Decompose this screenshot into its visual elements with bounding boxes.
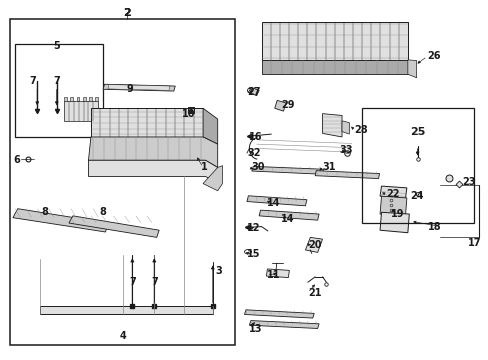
Bar bbox=[91, 108, 203, 137]
Bar bbox=[361, 108, 473, 223]
Bar bbox=[64, 101, 98, 121]
Polygon shape bbox=[261, 60, 407, 74]
Text: 23: 23 bbox=[462, 177, 475, 187]
Polygon shape bbox=[244, 310, 314, 318]
Polygon shape bbox=[88, 137, 217, 167]
Polygon shape bbox=[305, 237, 322, 252]
Text: 4: 4 bbox=[119, 331, 126, 341]
Polygon shape bbox=[203, 108, 217, 144]
Bar bbox=[10, 19, 234, 345]
Bar bbox=[95, 97, 98, 101]
Text: 19: 19 bbox=[390, 209, 404, 219]
Text: 13: 13 bbox=[249, 324, 263, 334]
Polygon shape bbox=[251, 166, 323, 174]
Text: 28: 28 bbox=[353, 125, 367, 135]
Text: 29: 29 bbox=[281, 100, 294, 110]
Polygon shape bbox=[274, 100, 285, 111]
Text: 17: 17 bbox=[467, 238, 480, 248]
Text: 10: 10 bbox=[182, 109, 195, 119]
Text: 32: 32 bbox=[246, 148, 260, 158]
Text: 5: 5 bbox=[53, 41, 60, 50]
Text: 22: 22 bbox=[385, 189, 399, 199]
Polygon shape bbox=[379, 212, 408, 233]
Polygon shape bbox=[13, 209, 108, 232]
Text: 2: 2 bbox=[123, 8, 131, 18]
Bar bbox=[15, 44, 103, 137]
Text: 14: 14 bbox=[281, 215, 294, 224]
Polygon shape bbox=[266, 269, 289, 278]
Polygon shape bbox=[315, 171, 379, 179]
Polygon shape bbox=[259, 210, 319, 220]
Text: 7: 7 bbox=[53, 76, 60, 86]
Polygon shape bbox=[322, 114, 341, 137]
Text: 30: 30 bbox=[251, 162, 265, 172]
Polygon shape bbox=[379, 186, 406, 199]
Polygon shape bbox=[379, 196, 406, 217]
Text: 14: 14 bbox=[266, 198, 279, 208]
Text: 20: 20 bbox=[307, 239, 321, 249]
Polygon shape bbox=[248, 87, 259, 96]
Text: 7: 7 bbox=[129, 277, 136, 287]
Text: 1: 1 bbox=[200, 162, 207, 172]
Polygon shape bbox=[88, 160, 217, 184]
Text: 24: 24 bbox=[409, 191, 423, 201]
Text: 12: 12 bbox=[246, 224, 260, 233]
Bar bbox=[82, 97, 85, 101]
Text: 6: 6 bbox=[13, 155, 20, 165]
Polygon shape bbox=[69, 216, 159, 237]
Text: 25: 25 bbox=[409, 127, 425, 136]
Text: 8: 8 bbox=[41, 207, 48, 217]
Text: 21: 21 bbox=[307, 288, 321, 298]
Bar bbox=[77, 97, 80, 101]
Text: 31: 31 bbox=[322, 162, 335, 172]
Text: 18: 18 bbox=[427, 222, 441, 231]
Polygon shape bbox=[249, 320, 319, 328]
Text: 26: 26 bbox=[427, 51, 440, 61]
Text: 27: 27 bbox=[246, 87, 260, 97]
Bar bbox=[261, 22, 407, 60]
Bar bbox=[70, 97, 73, 101]
Bar bbox=[64, 97, 67, 101]
Polygon shape bbox=[341, 121, 348, 134]
Polygon shape bbox=[407, 60, 416, 78]
Polygon shape bbox=[108, 85, 169, 90]
Polygon shape bbox=[103, 84, 175, 91]
Text: 3: 3 bbox=[215, 266, 222, 276]
Text: 16: 16 bbox=[249, 132, 263, 142]
Text: 7: 7 bbox=[151, 277, 157, 287]
Text: 11: 11 bbox=[266, 270, 279, 280]
Bar bbox=[89, 97, 92, 101]
Text: 33: 33 bbox=[339, 144, 352, 154]
Polygon shape bbox=[203, 166, 222, 191]
Text: 7: 7 bbox=[29, 76, 36, 86]
Polygon shape bbox=[246, 196, 306, 206]
Bar bbox=[40, 306, 212, 315]
Text: 15: 15 bbox=[246, 248, 260, 258]
Text: 2: 2 bbox=[123, 8, 131, 18]
Text: 8: 8 bbox=[100, 207, 106, 217]
Text: 9: 9 bbox=[126, 84, 133, 94]
